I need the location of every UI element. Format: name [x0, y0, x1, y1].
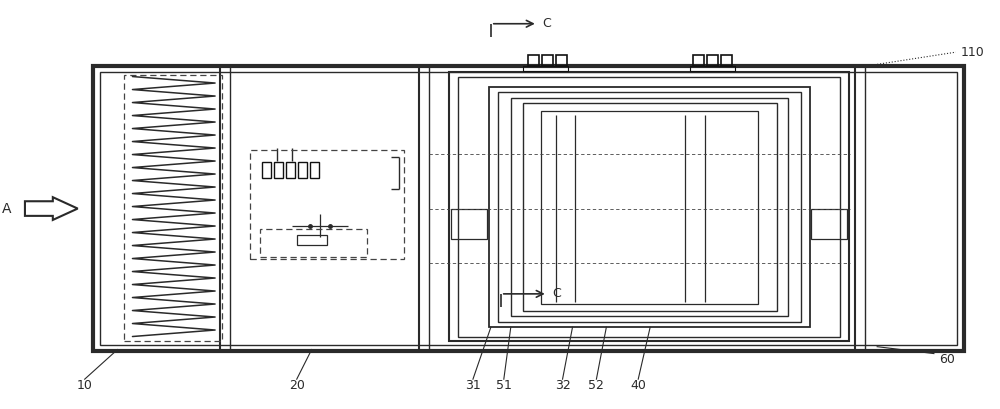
Text: 31: 31 [465, 379, 481, 392]
Bar [298, 162, 307, 178]
Bar [556, 55, 567, 66]
Text: C: C [553, 288, 561, 300]
Bar [458, 77, 840, 337]
Bar [541, 111, 758, 304]
Bar [93, 66, 964, 351]
Text: 51: 51 [496, 379, 512, 392]
Bar [451, 209, 487, 239]
Bar [542, 55, 553, 66]
Bar [498, 92, 801, 322]
Bar [100, 72, 957, 345]
Bar [811, 209, 847, 239]
Bar [489, 87, 810, 327]
Bar [523, 66, 568, 71]
Bar [707, 55, 718, 66]
Text: 20: 20 [289, 379, 305, 392]
Bar [124, 74, 222, 341]
Bar [297, 235, 327, 245]
Bar [449, 72, 849, 342]
Bar [523, 103, 777, 311]
Bar [262, 162, 271, 178]
Bar [693, 55, 704, 66]
Bar [528, 55, 539, 66]
Text: 10: 10 [77, 379, 93, 392]
Bar [310, 162, 319, 178]
Bar [286, 162, 295, 178]
Bar [260, 229, 367, 257]
Text: A: A [2, 202, 12, 216]
Text: 60: 60 [939, 353, 955, 366]
Text: 40: 40 [630, 379, 646, 392]
Text: 52: 52 [588, 379, 604, 392]
Bar [690, 66, 735, 71]
Bar [274, 162, 283, 178]
Text: 110: 110 [961, 46, 985, 58]
Text: C: C [543, 17, 551, 30]
Bar [721, 55, 732, 66]
Text: 32: 32 [555, 379, 570, 392]
Bar [250, 150, 404, 259]
Bar [511, 98, 788, 316]
